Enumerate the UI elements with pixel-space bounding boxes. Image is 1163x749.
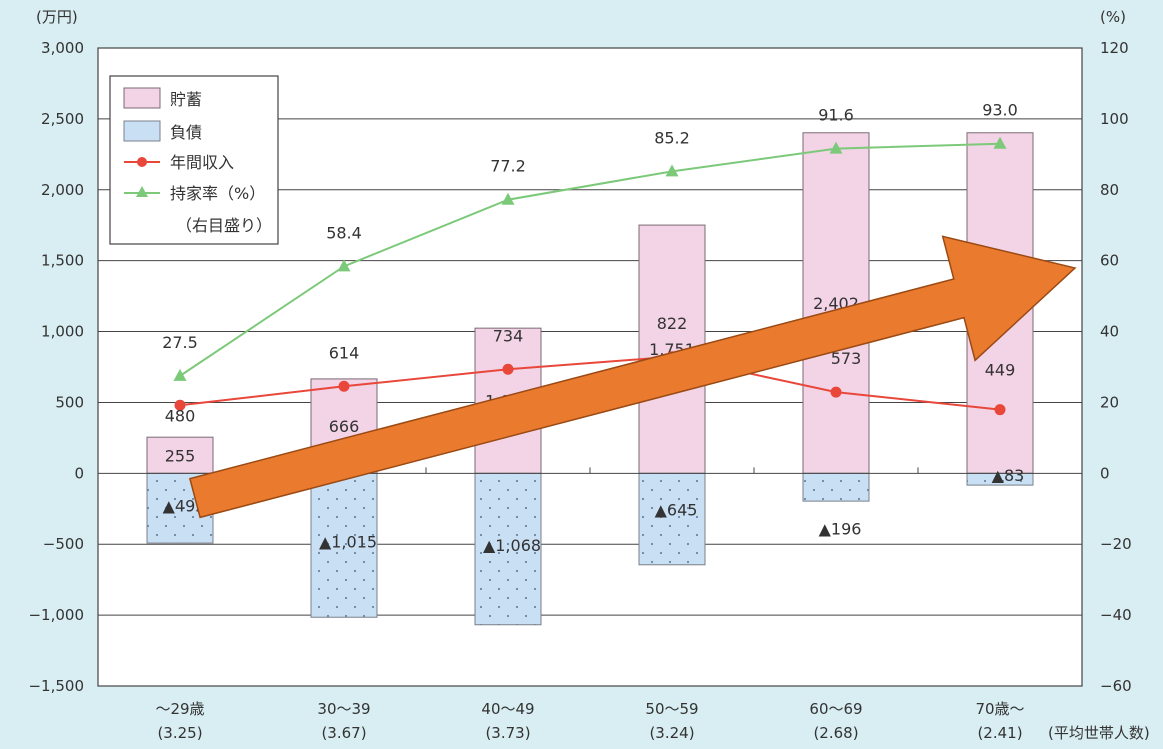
ownership-label: 91.6: [818, 106, 854, 125]
right-axis-tick: 80: [1100, 181, 1119, 199]
savings-bar: [802, 132, 870, 474]
debt-bar: [310, 472, 378, 618]
right-axis-tick: −20: [1100, 535, 1132, 553]
ownership-point: [173, 368, 187, 381]
right-axis-tick: −40: [1100, 606, 1132, 624]
savings-label: 666: [329, 417, 360, 436]
debt-label: ▲492: [163, 497, 206, 516]
category-sublabel: (3.73): [485, 724, 530, 742]
legend-swatch-savings: [123, 87, 161, 109]
legend-marker-ownership: [136, 186, 148, 197]
category-label: 50～59: [645, 700, 698, 718]
left-axis-tick: 1,000: [41, 323, 84, 341]
right-axis-tick: 20: [1100, 393, 1119, 411]
legend-marker-income: [137, 157, 147, 167]
legend-label-debt: 負債: [170, 123, 202, 142]
category-label: 60～69: [809, 700, 862, 718]
debt-label: ▲1,068: [483, 536, 541, 555]
debt-label: ▲1,015: [319, 532, 377, 551]
right-axis-tick: 40: [1100, 323, 1119, 341]
ownership-label: 27.5: [162, 333, 198, 352]
left-axis-tick: 500: [55, 393, 84, 411]
debt-label: ▲83: [992, 466, 1025, 485]
ownership-point: [501, 192, 515, 205]
income-label: 449: [985, 361, 1016, 380]
category-label: ～29歳: [155, 700, 204, 718]
income-label: 614: [329, 343, 360, 362]
income-point: [830, 386, 842, 398]
ownership-label: 85.2: [654, 128, 690, 147]
category-sublabel: (3.25): [157, 724, 202, 742]
legend-label-income: 年間収入: [170, 153, 234, 172]
left-axis-tick: 2,500: [41, 110, 84, 128]
ownership-line: [179, 142, 1001, 377]
left-axis-tick: −500: [43, 535, 84, 553]
income-label: 822: [657, 314, 688, 333]
income-label: 734: [493, 326, 524, 345]
debt-label: ▲196: [819, 519, 862, 538]
ownership-point: [829, 141, 843, 154]
income-point: [174, 399, 186, 411]
category-sublabel: (2.41): [977, 724, 1022, 742]
ownership-label: 93.0: [982, 101, 1018, 120]
left-axis-tick: 0: [74, 464, 84, 482]
ownership-label: 77.2: [490, 157, 526, 176]
income-point: [994, 404, 1006, 416]
plot-border: [97, 47, 1083, 687]
debt-bar: [638, 472, 706, 566]
right-axis-tick: 100: [1100, 110, 1129, 128]
category-label: 40～49: [481, 700, 534, 718]
category-sublabel: (3.67): [321, 724, 366, 742]
category-sublabel: (3.24): [649, 724, 694, 742]
right-axis-tick: 0: [1100, 464, 1110, 482]
left-axis-unit: (万円): [36, 8, 78, 26]
debt-bar: [802, 472, 870, 502]
income-point: [338, 380, 350, 392]
trend-arrow: [188, 235, 1077, 519]
ownership-point: [337, 259, 351, 272]
income-label: 480: [165, 406, 196, 425]
left-axis-tick: 3,000: [41, 39, 84, 57]
savings-label: 255: [165, 446, 196, 465]
ownership-label: 58.4: [326, 223, 362, 242]
category-label: 70歳～: [975, 700, 1024, 718]
legend-label-savings: 貯蓄: [170, 90, 202, 109]
income-point: [502, 363, 514, 375]
left-axis-tick: −1,500: [28, 677, 84, 695]
left-axis-tick: −1,000: [28, 606, 84, 624]
right-axis-unit: (%): [1100, 8, 1126, 26]
legend-label-ownership: 持家率（%）: [170, 184, 265, 203]
income-line: [179, 355, 1001, 411]
category-label: 30～39: [317, 700, 370, 718]
legend-label-ownership-note: （右目盛り）: [176, 216, 272, 235]
category-sublabel: (2.68): [813, 724, 858, 742]
ownership-point: [665, 164, 679, 177]
legend-swatch-debt: [123, 120, 161, 142]
ownership-point: [993, 136, 1007, 149]
right-axis-tick: 120: [1100, 39, 1129, 57]
right-axis-tick: −60: [1100, 677, 1132, 695]
right-axis-tick: 60: [1100, 252, 1119, 270]
household-note: (平均世帯人数): [1048, 724, 1150, 742]
left-axis-tick: 1,500: [41, 252, 84, 270]
debt-label: ▲645: [655, 500, 698, 519]
income-label: 573: [831, 349, 862, 368]
left-axis-tick: 2,000: [41, 181, 84, 199]
